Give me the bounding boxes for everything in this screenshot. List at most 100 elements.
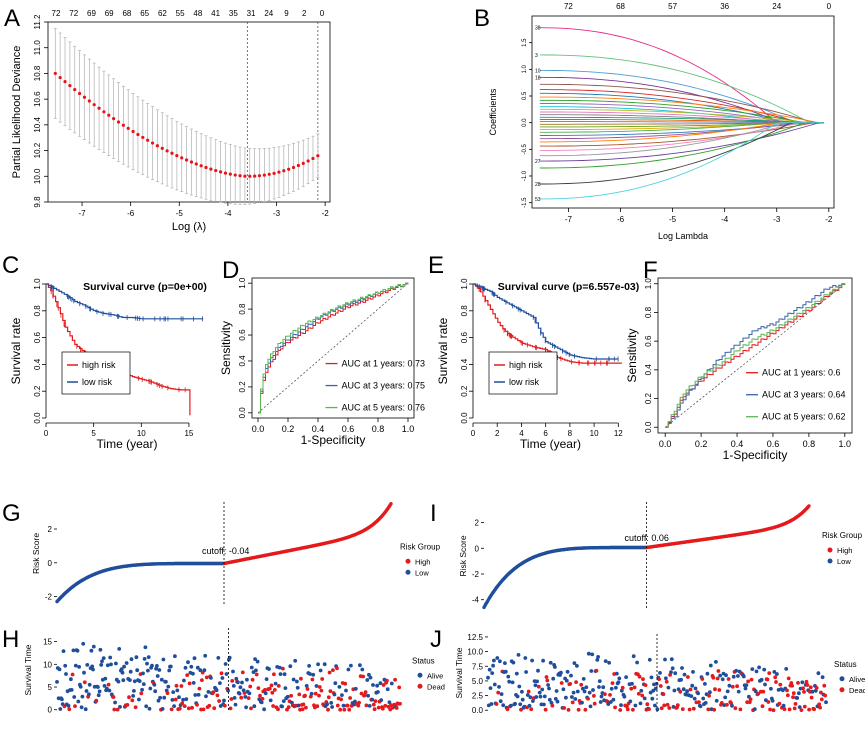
legend-label: AUC at 5 years: 0.62 [762,412,846,422]
status-point-alive [816,671,821,676]
status-point-alive [650,696,655,701]
path-label: 18 [535,75,541,81]
status-point-alive [127,678,132,682]
x-tick-label: 0.6 [767,439,780,449]
km-curve-low-risk [473,283,619,360]
legend-swatch-high [827,547,833,553]
deviance-point [146,138,150,142]
status-point-alive [60,697,64,702]
panel-h: 0 5 10 15 Survival Time Status Alive Dead [23,628,445,715]
deviance-point [209,167,213,171]
status-point-alive [143,645,148,650]
status-point-dead [632,685,637,690]
status-point-alive [772,670,777,674]
status-point-alive [824,700,828,705]
legend-label: AUC at 3 years: 0.64 [762,390,846,400]
status-point-alive [488,686,493,690]
status-point-alive [547,697,552,702]
status-point-dead [618,708,623,712]
y-tick-label: 7.5 [472,662,484,671]
legend-title: Status [834,660,857,669]
coef-path [539,54,824,124]
status-point-dead [756,691,761,696]
y-tick-label: 0.0 [522,118,528,127]
status-point-alive [146,668,150,673]
status-point-alive [314,684,319,688]
status-point-alive [520,689,524,694]
status-point-dead [195,702,199,707]
deviance-point [165,149,169,153]
status-point-dead [317,685,322,689]
x-tick-label: -6 [127,209,135,218]
status-point-dead [496,690,501,695]
status-point-alive [121,678,126,683]
deviance-point [291,165,296,170]
deviance-point [272,171,276,175]
top-tick-label: 31 [247,9,256,18]
legend-label: high risk [509,360,543,370]
status-point-alive [236,680,240,685]
status-point-alive [259,700,264,705]
status-point-alive [360,667,365,672]
status-point-alive [156,698,161,703]
status-point-alive [237,691,242,696]
status-point-alive [491,663,495,668]
status-point-dead [305,687,310,691]
status-point-dead [106,682,111,687]
y-tick-label: 2.5 [472,692,484,701]
legend-swatch-alive [417,672,423,678]
status-point-alive [759,677,764,682]
legend-swatch-high [405,558,411,564]
status-point-alive [145,661,149,666]
status-point-dead [726,677,731,681]
top-tick-label: 69 [87,9,96,18]
status-point-dead [719,701,724,705]
top-tick-label: 72 [52,9,61,18]
status-point-alive [107,688,112,693]
status-point-dead [361,674,366,679]
top-tick-label: 57 [668,2,677,11]
status-point-alive [268,698,273,703]
status-point-dead [201,707,206,712]
status-point-alive [690,683,695,688]
status-point-dead [174,683,179,688]
y-tick-label: 0.0 [472,706,484,715]
status-point-alive [78,684,83,689]
status-point-alive [141,671,145,676]
status-point-dead [94,698,99,703]
status-point-alive [296,703,301,708]
top-tick-label: 24 [264,9,273,18]
y-tick-label: 0.6 [460,331,469,343]
y-tick-label: 10.6 [33,91,42,107]
status-point-dead [327,670,332,675]
status-point-alive [137,679,142,683]
status-point-alive [673,671,678,676]
status-point-alive [340,693,344,697]
y-tick-label: 0 [48,559,53,568]
status-point-alive [375,683,379,688]
status-point-alive [285,694,290,699]
status-point-alive [168,664,173,669]
status-point-alive [762,667,767,672]
status-point-alive [507,679,512,684]
status-point-alive [743,686,748,691]
y-tick-label: 1.0 [238,277,247,289]
status-point-dead [706,707,711,712]
deviance-point [306,159,310,163]
status-point-alive [705,671,710,676]
legend-label: Dead [849,686,865,695]
status-point-alive [528,695,533,700]
status-point-alive [66,703,71,708]
diagonal-reference [257,282,409,414]
cutoff-label: cutoff: -0.04 [202,546,249,556]
deviance-point [141,135,145,140]
status-point-alive [333,681,338,686]
x-tick-label: 0.0 [252,424,265,434]
status-point-alive [277,665,282,670]
deviance-point [233,173,237,177]
panel-letter-a: A [4,5,20,32]
status-point-dead [494,702,499,706]
panel-letter-e: E [428,252,444,279]
status-point-dead [258,693,262,698]
roc-curve [665,283,846,428]
